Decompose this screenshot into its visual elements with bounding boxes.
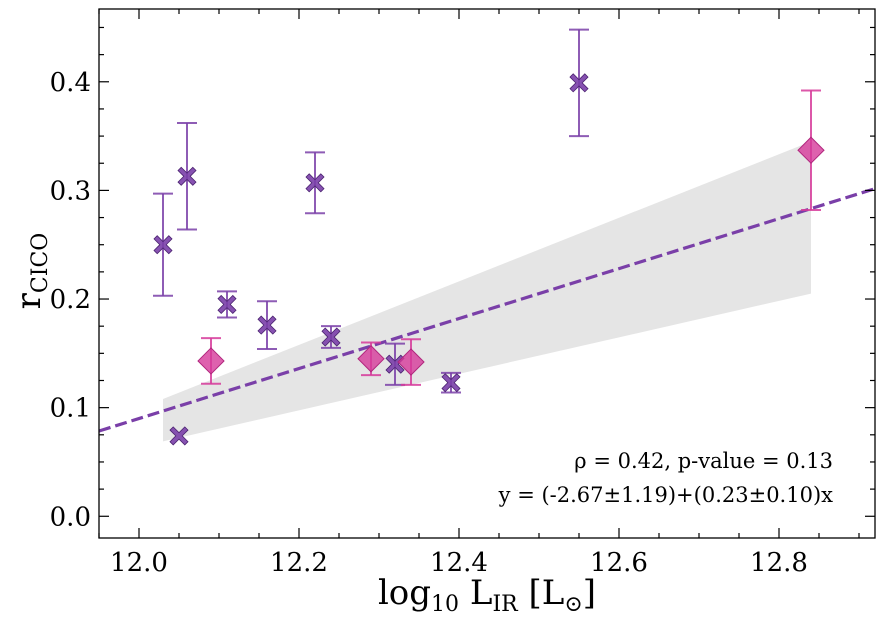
y-tick-label: 0.0 bbox=[50, 502, 91, 532]
diamond-point bbox=[197, 337, 225, 385]
cross-point bbox=[153, 192, 173, 297]
cross-marker bbox=[153, 235, 173, 255]
diamond-point bbox=[797, 89, 825, 211]
diamond-marker bbox=[357, 345, 385, 373]
cross-marker bbox=[385, 354, 405, 374]
x-axis-title: log10 LIR [L⊙] bbox=[378, 573, 596, 617]
cross-point bbox=[177, 122, 197, 231]
cross-marker bbox=[177, 166, 197, 186]
y-title-sub: CICO bbox=[28, 233, 53, 293]
y-tick-label: 0.4 bbox=[50, 68, 91, 98]
cross-point bbox=[169, 426, 189, 446]
y-axis-title: rCICO bbox=[9, 233, 53, 310]
axis-tick-labels: 12.0 12.2 12.4 12.6 12.8 0.0 0.1 0.2 0.3 0.4 bbox=[50, 68, 808, 578]
y-tick-label: 0.3 bbox=[50, 176, 91, 206]
axis-ticks bbox=[98, 9, 875, 538]
confidence-band bbox=[163, 141, 811, 442]
plot-frame bbox=[98, 8, 876, 539]
cross-marker bbox=[217, 294, 237, 315]
diamond-marker bbox=[797, 136, 825, 164]
cross-marker bbox=[321, 327, 341, 347]
cross-marker bbox=[169, 426, 189, 446]
cross-point bbox=[257, 300, 277, 350]
x-title-L-sub: IR bbox=[492, 592, 519, 617]
x-title-log: log bbox=[378, 573, 431, 613]
cross-marker bbox=[257, 315, 277, 335]
x-title-unit-sub: ⊙ bbox=[564, 592, 582, 617]
diamond-point bbox=[357, 341, 385, 377]
x-tick-label: 12.0 bbox=[110, 548, 168, 578]
x-title-unit-open: [L bbox=[518, 573, 565, 613]
cross-point bbox=[321, 325, 341, 349]
x-tick-label: 12.8 bbox=[750, 548, 808, 578]
data-points-layer bbox=[153, 28, 825, 446]
x-tick-label: 12.4 bbox=[430, 548, 488, 578]
x-tick-label: 12.2 bbox=[270, 548, 328, 578]
cross-point bbox=[385, 342, 405, 386]
cross-marker bbox=[569, 73, 589, 93]
cross-point bbox=[569, 28, 589, 138]
x-tick-label: 12.6 bbox=[590, 548, 648, 578]
x-title-L: L bbox=[459, 573, 492, 613]
diamond-marker bbox=[197, 347, 225, 375]
correlation-annotation: ρ = 0.42, p-value = 0.13 bbox=[574, 449, 833, 473]
cross-point bbox=[441, 371, 461, 394]
cross-marker bbox=[305, 173, 325, 193]
diamond-marker bbox=[397, 348, 425, 376]
diamond-point bbox=[397, 338, 425, 386]
y-tick-label: 0.2 bbox=[50, 285, 91, 315]
cross-point bbox=[217, 290, 237, 319]
x-title-log-sub: 10 bbox=[431, 592, 459, 617]
y-tick-label: 0.1 bbox=[50, 394, 91, 424]
confidence-band-layer bbox=[163, 141, 811, 442]
cross-marker bbox=[441, 373, 461, 393]
x-title-unit-close: ] bbox=[583, 573, 596, 613]
fit-equation-annotation: y = (-2.67±1.19)+(0.23±0.10)x bbox=[498, 483, 833, 507]
y-title-r: r bbox=[9, 292, 49, 309]
cross-point bbox=[305, 151, 325, 215]
